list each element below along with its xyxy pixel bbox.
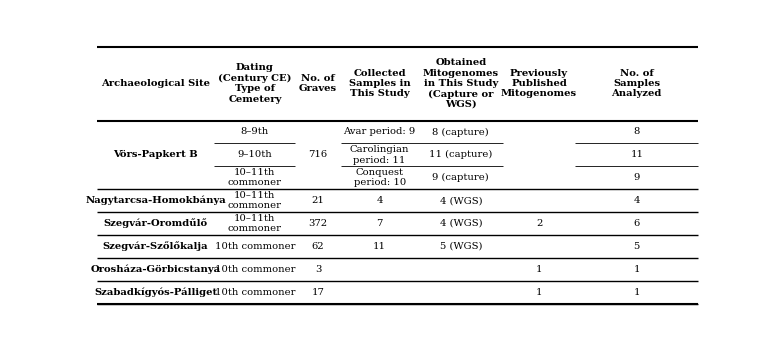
Text: 1: 1 (535, 288, 542, 297)
Text: 9–10th: 9–10th (237, 150, 272, 159)
Text: Szegvár-Oromdűlő: Szegvár-Oromdűlő (103, 218, 208, 228)
Text: No. of
Graves: No. of Graves (299, 74, 337, 93)
Text: Conquest
period: 10: Conquest period: 10 (354, 168, 406, 187)
Text: 11: 11 (373, 242, 386, 251)
Text: 10–11th
commoner: 10–11th commoner (228, 191, 282, 210)
Text: 2: 2 (536, 219, 542, 228)
Text: 10–11th
commoner: 10–11th commoner (228, 168, 282, 187)
Text: 10–11th
commoner: 10–11th commoner (228, 214, 282, 233)
Text: 9: 9 (633, 173, 640, 182)
Text: 7: 7 (376, 219, 383, 228)
Text: Avar period: 9: Avar period: 9 (344, 127, 416, 137)
Text: 11 (capture): 11 (capture) (429, 150, 493, 159)
Text: 1: 1 (633, 288, 640, 297)
Text: Carolingian
period: 11: Carolingian period: 11 (350, 145, 410, 164)
Text: 716: 716 (308, 150, 327, 159)
Text: 8–9th: 8–9th (241, 127, 269, 137)
Text: No. of
Samples
Analyzed: No. of Samples Analyzed (611, 69, 662, 98)
Text: 3: 3 (315, 265, 321, 274)
Text: 4 (WGS): 4 (WGS) (439, 219, 482, 228)
Text: 11: 11 (630, 150, 643, 159)
Text: 8 (capture): 8 (capture) (432, 127, 489, 137)
Text: 4: 4 (376, 196, 383, 205)
Text: Obtained
Mitogenomes
in This Study
(Capture or
WGS): Obtained Mitogenomes in This Study (Capt… (423, 58, 499, 109)
Text: Collected
Samples in
This Study: Collected Samples in This Study (348, 69, 411, 98)
Text: Szegvár-Szőlőkalja: Szegvár-Szőlőkalja (103, 241, 209, 251)
Text: Vörs-Papkert B: Vörs-Papkert B (113, 150, 198, 159)
Text: 372: 372 (308, 219, 327, 228)
Text: 5 (WGS): 5 (WGS) (439, 242, 482, 251)
Text: 8: 8 (633, 127, 640, 137)
Text: 10th commoner: 10th commoner (215, 265, 295, 274)
Text: Szabadkígyós-Pálliget: Szabadkígyós-Pálliget (94, 287, 217, 297)
Text: Nagytarcsa-Homokbánya: Nagytarcsa-Homokbánya (85, 196, 226, 205)
Text: 17: 17 (312, 288, 324, 297)
Text: Archaeological Site: Archaeological Site (101, 79, 210, 88)
Text: 10th commoner: 10th commoner (215, 242, 295, 251)
Text: 6: 6 (634, 219, 640, 228)
Text: 1: 1 (633, 265, 640, 274)
Text: 4 (WGS): 4 (WGS) (439, 196, 482, 205)
Text: 21: 21 (312, 196, 324, 205)
Text: Dating
(Century CE)
Type of
Cemetery: Dating (Century CE) Type of Cemetery (218, 63, 292, 104)
Text: 4: 4 (633, 196, 640, 205)
Text: 1: 1 (535, 265, 542, 274)
Text: Previously
Published
Mitogenomes: Previously Published Mitogenomes (501, 69, 577, 98)
Text: Orosháza-Görbicstanya: Orosháza-Görbicstanya (91, 265, 220, 274)
Text: 62: 62 (312, 242, 324, 251)
Text: 5: 5 (633, 242, 640, 251)
Text: 9 (capture): 9 (capture) (432, 173, 489, 182)
Text: 10th commoner: 10th commoner (215, 288, 295, 297)
